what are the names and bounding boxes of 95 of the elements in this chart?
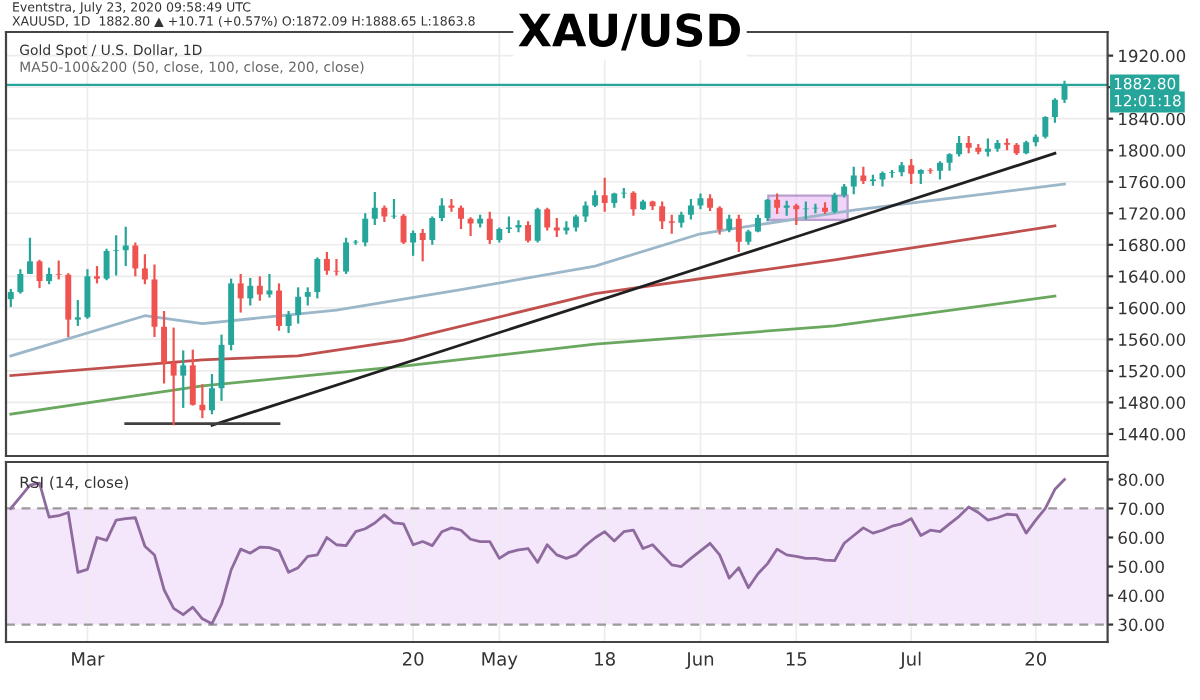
candlestick (113, 234, 120, 277)
candlestick (764, 197, 771, 223)
candlestick (400, 212, 407, 246)
candlestick (544, 206, 551, 232)
x-tick-label: Jul (899, 651, 921, 670)
candlestick (343, 236, 350, 276)
candlestick (266, 272, 273, 299)
candlestick (1051, 97, 1058, 124)
candlestick (601, 176, 608, 213)
candlestick (84, 268, 91, 320)
line-series (9, 224, 1057, 377)
y-tick-label: 1480.00 (1119, 396, 1186, 409)
candlestick (314, 256, 321, 300)
candlestick (735, 213, 742, 253)
candlestick (687, 197, 694, 221)
candlestick (525, 220, 532, 244)
y-tick-label: 1600.00 (1119, 301, 1186, 315)
candlestick (534, 206, 541, 244)
candlestick (141, 253, 148, 286)
y-tick-label: 1520.00 (1119, 364, 1186, 378)
candlestick (668, 213, 675, 235)
y-tick-label: 1680.00 (1119, 238, 1186, 252)
candlestick (208, 372, 215, 416)
x-tick-label: 20 (1025, 652, 1047, 666)
candlestick (438, 197, 445, 223)
line-series (9, 182, 1066, 358)
candlestick (55, 259, 62, 281)
y-tick-label: 80.00 (1118, 473, 1164, 486)
y-tick-label: 1800.00 (1119, 144, 1186, 157)
candlestick (582, 200, 589, 224)
candlestick (908, 157, 915, 186)
candlestick (323, 250, 330, 276)
candlestick (553, 216, 560, 239)
candlestick (304, 286, 311, 307)
candlestick (448, 197, 455, 213)
y-tick-label: 1840.00 (1119, 112, 1186, 126)
y-tick-label: 1720.00 (1119, 207, 1186, 220)
candlestick (65, 272, 72, 339)
candlestick (467, 216, 474, 238)
candlestick (659, 200, 666, 231)
x-tick-label: May (482, 652, 518, 670)
candlestick (247, 276, 254, 307)
candlestick (429, 215, 436, 246)
candlestick (132, 241, 139, 278)
y-tick-label: 30.00 (1118, 618, 1164, 632)
x-tick-label: Jun (685, 652, 714, 670)
candlestick (458, 204, 464, 231)
y-tick-label: 1920.00 (1119, 49, 1186, 63)
candlestick (199, 383, 206, 420)
y-tick-label: 70.00 (1118, 502, 1164, 516)
y-tick-label: 50.00 (1118, 560, 1164, 574)
candlestick (276, 282, 282, 332)
candlestick (170, 326, 177, 427)
chart-title: XAU/USD (518, 13, 740, 51)
y-tick-label: 1440.00 (1119, 427, 1186, 441)
candlestick (189, 348, 196, 407)
line-series (9, 478, 1066, 626)
candlestick (410, 229, 417, 257)
candlestick (716, 205, 723, 236)
candlestick (237, 272, 244, 314)
y-tick-label: 40.00 (1118, 589, 1164, 603)
y-tick-label: 1640.00 (1119, 270, 1186, 283)
candlestick (371, 190, 378, 227)
candlestick (180, 349, 187, 410)
candlestick (956, 134, 963, 158)
candlestick (161, 309, 168, 385)
candlestick (1042, 115, 1049, 140)
x-tick-label: 18 (595, 652, 615, 666)
candlestick (419, 227, 426, 263)
candlestick (103, 247, 110, 282)
candlestick (362, 212, 369, 248)
y-tick-label: 1760.00 (1119, 175, 1186, 189)
x-tick-label: Mar (72, 652, 105, 666)
candlestick (850, 165, 857, 196)
candlestick (285, 309, 292, 335)
candlestick (793, 202, 800, 227)
line-series (9, 294, 1057, 416)
candlestick (937, 160, 943, 181)
candlestick (26, 236, 33, 276)
candlestick (831, 191, 838, 215)
candlestick (486, 210, 493, 246)
candlestick (256, 275, 263, 302)
x-tick-label: 20 (402, 652, 424, 666)
candlestick (74, 298, 81, 328)
y-tick-label: 60.00 (1118, 531, 1164, 545)
candlestick (7, 287, 14, 309)
x-tick-label: 15 (786, 652, 807, 666)
candlestick (812, 202, 819, 215)
candlestick (984, 137, 991, 158)
candlestick (17, 268, 24, 295)
y-tick-label: 1560.00 (1119, 333, 1186, 346)
candlestick (774, 192, 781, 216)
candlestick (333, 257, 340, 277)
candlestick (295, 286, 302, 325)
candlestick (630, 190, 637, 217)
